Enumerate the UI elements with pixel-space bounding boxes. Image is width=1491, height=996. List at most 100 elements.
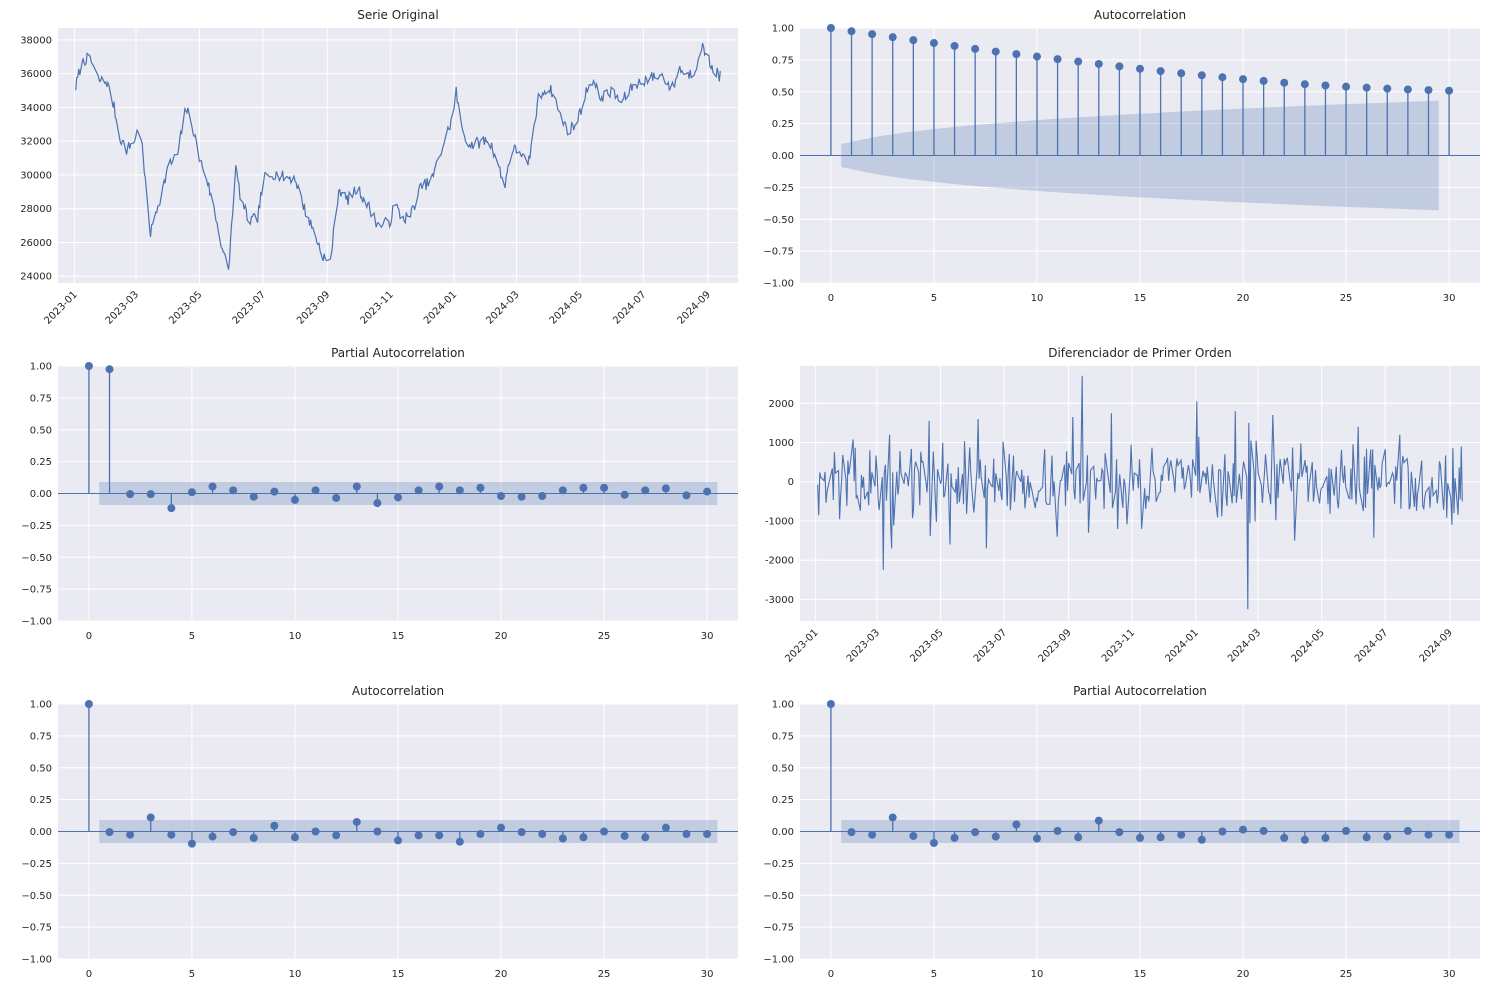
diferenciador-ytick-label: -2000 xyxy=(765,556,794,567)
diferenciador-ytick-label: -1000 xyxy=(765,516,794,527)
pacf-diff-marker xyxy=(1445,830,1454,839)
acf-original-panel: Autocorrelation 1.00 0.75 0.50 0.25 0.00 −0.25… xyxy=(763,8,1480,304)
acf-original-marker xyxy=(1403,85,1412,94)
acf-diff-marker xyxy=(249,833,258,842)
acf-original-marker xyxy=(1012,50,1021,59)
pacf-diff-marker xyxy=(1403,826,1412,835)
acf-original-marker xyxy=(1115,62,1124,71)
acf-original-marker xyxy=(1321,81,1330,90)
pacf-diff-marker xyxy=(991,832,1000,841)
diferenciador-xtick-label: 2024-09 xyxy=(1418,627,1455,664)
pacf-diff-ytick-label: −0.25 xyxy=(763,859,794,870)
acf-original-marker xyxy=(950,41,959,50)
pacf-original-marker xyxy=(290,495,299,504)
pacf-original-marker xyxy=(538,492,547,501)
pacf-original-ytick-label: 0.50 xyxy=(30,425,52,436)
pacf-diff-marker xyxy=(1362,833,1371,842)
acf-original-xtick-label: 0 xyxy=(828,293,834,304)
pacf-diff-marker xyxy=(1197,835,1206,844)
pacf-diff-ytick-label: −0.75 xyxy=(763,923,794,934)
serie-original-xtick-label: 2024-09 xyxy=(676,289,713,326)
serie-original-xtick-label: 2023-07 xyxy=(231,289,268,326)
pacf-diff-xtick-label: 5 xyxy=(931,969,937,980)
acf-diff-marker xyxy=(538,830,547,839)
acf-diff-marker xyxy=(455,837,464,846)
pacf-original-marker xyxy=(208,482,217,491)
pacf-original-marker xyxy=(229,486,238,495)
acf-diff-marker xyxy=(352,817,361,826)
serie-original-xtick-label: 2023-03 xyxy=(104,289,141,326)
acf-diff-ytick-label: 0.75 xyxy=(30,731,52,742)
pacf-diff-ytick-label: −0.50 xyxy=(763,891,794,902)
acf-original-marker xyxy=(868,30,877,39)
acf-original-marker xyxy=(1197,71,1206,80)
acf-diff-marker xyxy=(270,821,279,830)
acf-original-marker xyxy=(971,44,980,53)
pacf-original-marker xyxy=(146,490,155,499)
pacf-original-ytick-label: −0.75 xyxy=(21,585,52,596)
acf-diff-xtick-label: 30 xyxy=(701,969,714,980)
acf-diff-ytick-label: −1.00 xyxy=(21,955,52,966)
acf-diff-title: Autocorrelation xyxy=(352,684,444,698)
serie-original-xtick-label: 2023-09 xyxy=(295,289,332,326)
pacf-original-xtick-label: 25 xyxy=(598,631,611,642)
acf-diff-marker xyxy=(682,830,691,839)
acf-diff-marker xyxy=(332,831,341,840)
pacf-original-xtick-label: 15 xyxy=(392,631,405,642)
acf-original-ytick-label: 0.25 xyxy=(772,119,794,130)
acf-diff-marker xyxy=(600,827,609,836)
pacf-original-ytick-label: 1.00 xyxy=(30,362,52,373)
serie-original-ytick-label: 38000 xyxy=(20,35,52,46)
pacf-original-marker xyxy=(167,504,176,513)
pacf-diff-panel: Partial Autocorrelation 1.00 0.75 0.50 0.25 0… xyxy=(763,684,1480,980)
pacf-original-marker xyxy=(579,483,588,492)
serie-original-xtick-label: 2024-07 xyxy=(611,289,648,326)
acf-diff-marker xyxy=(661,823,670,832)
acf-original-marker xyxy=(1136,64,1144,73)
pacf-original-marker xyxy=(682,491,691,500)
pacf-original-marker xyxy=(661,484,670,493)
acf-original-marker xyxy=(1239,75,1248,84)
diferenciador-xtick-label: 2023-09 xyxy=(1036,627,1073,664)
pacf-original-marker xyxy=(332,493,341,502)
acf-original-marker xyxy=(847,27,856,36)
acf-diff-marker xyxy=(620,831,629,840)
acf-original-marker xyxy=(1032,52,1041,61)
acf-diff-ytick-label: 0.00 xyxy=(30,827,52,838)
acf-diff-marker xyxy=(394,836,402,845)
diferenciador-panel: Diferenciador de Primer Orden 2000 1000 0 -1… xyxy=(765,346,1480,665)
serie-original-xtick-label: 2024-03 xyxy=(484,289,521,326)
pacf-original-marker xyxy=(311,486,320,495)
serie-original-ytick-label: 30000 xyxy=(20,170,52,181)
diferenciador-xtick-label: 2023-03 xyxy=(845,627,882,664)
acf-original-xtick-label: 25 xyxy=(1340,293,1353,304)
acf-original-marker xyxy=(991,47,1000,56)
acf-diff-marker xyxy=(703,830,712,839)
diferenciador-line xyxy=(817,375,1463,610)
diferenciador-xtick-label: 2023-11 xyxy=(1100,627,1137,664)
acf-original-marker xyxy=(1445,86,1454,95)
acf-diff-marker xyxy=(167,830,176,839)
acf-original-marker xyxy=(929,39,938,48)
pacf-diff-xtick-label: 20 xyxy=(1237,969,1250,980)
serie-original-line xyxy=(75,42,721,270)
pacf-original-marker xyxy=(641,486,650,495)
diferenciador-title: Diferenciador de Primer Orden xyxy=(1048,346,1232,360)
pacf-original-ytick-label: 0.00 xyxy=(30,489,52,500)
pacf-original-marker xyxy=(455,486,464,495)
pacf-diff-marker xyxy=(1383,832,1392,841)
acf-original-marker xyxy=(1177,69,1186,78)
pacf-original-ytick-label: 0.75 xyxy=(30,393,52,404)
diferenciador-xtick-label: 2024-05 xyxy=(1290,627,1327,664)
acf-diff-ytick-label: −0.50 xyxy=(21,891,52,902)
pacf-original-panel: Partial Autocorrelation 1.00 0.75 0.50 0.25 0… xyxy=(21,346,738,642)
serie-original-plot-area xyxy=(58,28,738,283)
pacf-diff-marker xyxy=(1239,825,1248,834)
pacf-diff-xtick-label: 30 xyxy=(1443,969,1456,980)
serie-original-ytick-label: 32000 xyxy=(20,137,52,148)
pacf-diff-marker xyxy=(1218,827,1227,836)
serie-original-xtick-label: 2024-05 xyxy=(548,289,585,326)
pacf-diff-marker xyxy=(888,813,897,822)
acf-original-marker xyxy=(1280,78,1289,87)
